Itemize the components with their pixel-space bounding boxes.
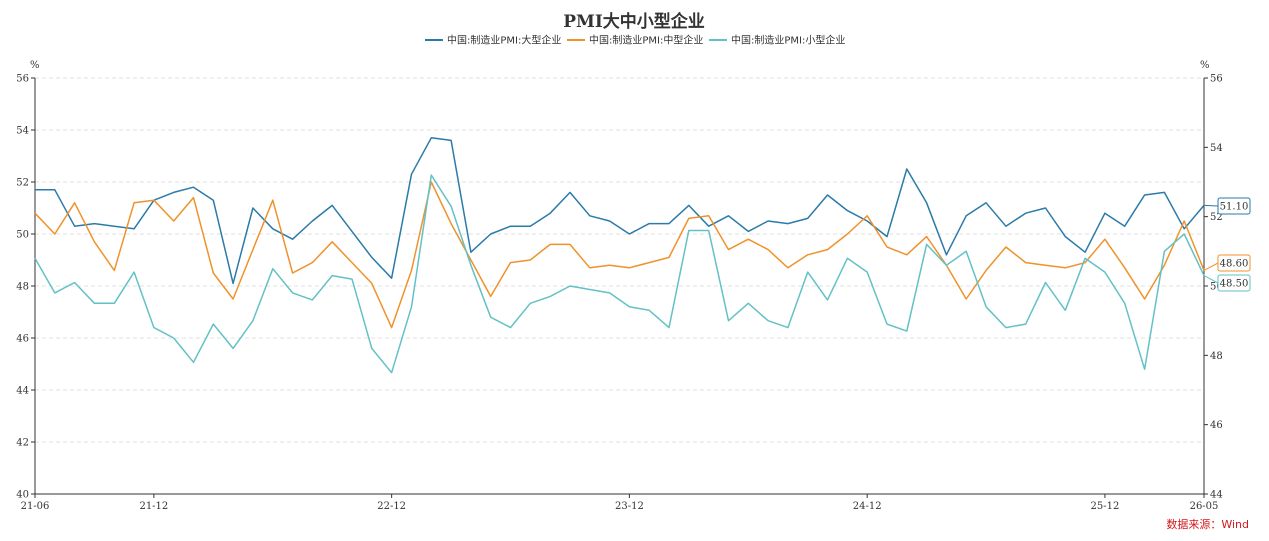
data-source: 数据来源：Wind <box>1166 517 1249 531</box>
x-tick-label: 24-12 <box>853 501 882 512</box>
legend-label-large: 中国:制造业PMI:大型企业 <box>447 34 561 47</box>
end-label-box <box>1217 274 1251 292</box>
end-label-value: 48.60 <box>1220 259 1249 270</box>
legend-label-medium: 中国:制造业PMI:中型企业 <box>589 34 703 47</box>
left-tick-label: 44 <box>16 386 29 397</box>
legend-item-small[interactable]: 中国:制造业PMI:小型企业 <box>709 34 845 47</box>
end-label-box <box>1217 254 1251 272</box>
right-tick-label: 44 <box>1210 490 1223 501</box>
right-tick-label: 54 <box>1210 143 1223 154</box>
left-tick-label: 50 <box>16 230 29 241</box>
right-axis-unit: % <box>1200 60 1210 71</box>
legend-label-small: 中国:制造业PMI:小型企业 <box>731 34 845 47</box>
x-tick-label: 22-12 <box>377 501 406 512</box>
series-line-large <box>35 137 1205 285</box>
end-label-connector <box>1203 262 1219 271</box>
left-tick-label: 56 <box>16 74 29 85</box>
legend: 中国:制造业PMI:大型企业 中国:制造业PMI:中型企业 中国:制造业PMI:… <box>425 34 845 47</box>
right-tick-label: 46 <box>1210 420 1223 431</box>
series <box>34 137 1205 374</box>
x-tick-label: 21-06 <box>21 501 50 512</box>
right-tick-label: 50 <box>1210 282 1223 293</box>
series-line-small <box>34 174 1205 374</box>
end-label-box <box>1217 197 1251 215</box>
left-tick-label: 42 <box>16 438 29 449</box>
legend-item-medium[interactable]: 中国:制造业PMI:中型企业 <box>567 34 703 47</box>
x-tick-label: 23-12 <box>615 501 644 512</box>
end-label-value: 51.10 <box>1220 202 1249 213</box>
end-label-medium: 48.60 <box>1203 254 1251 272</box>
left-axis-unit: % <box>30 60 40 71</box>
legend-item-large[interactable]: 中国:制造业PMI:大型企业 <box>425 34 561 47</box>
right-axis-ticks: 44 46 48 50 52 54 56 <box>1204 74 1223 501</box>
left-tick-label: 54 <box>16 126 29 137</box>
x-tick-label: 21-12 <box>139 501 168 512</box>
left-tick-label: 52 <box>16 178 29 189</box>
end-labels: 51.10 48.60 48.50 <box>1203 197 1251 292</box>
gridlines <box>35 77 1204 443</box>
end-label-large: 51.10 <box>1203 197 1251 215</box>
end-label-value: 48.50 <box>1220 279 1249 290</box>
end-label-connector <box>1203 275 1219 284</box>
right-tick-label: 52 <box>1210 212 1223 223</box>
end-label-small: 48.50 <box>1203 274 1251 292</box>
left-tick-label: 46 <box>16 334 29 345</box>
left-axis-ticks: 40 42 44 46 48 50 52 54 56 <box>16 74 35 501</box>
left-tick-label: 48 <box>16 282 29 293</box>
right-tick-label: 48 <box>1210 351 1223 362</box>
right-tick-label: 56 <box>1210 74 1223 85</box>
x-axis-ticks: 21-06 21-12 22-12 23-12 24-12 25-12 26-05 <box>21 494 1219 512</box>
chart-title: PMI大中小型企业 <box>563 11 705 32</box>
x-tick-label: 25-12 <box>1091 501 1120 512</box>
x-tick-label: 26-05 <box>1190 501 1219 512</box>
series-line-medium <box>34 181 1205 329</box>
left-tick-label: 40 <box>16 490 29 501</box>
end-label-connector <box>1203 204 1219 207</box>
